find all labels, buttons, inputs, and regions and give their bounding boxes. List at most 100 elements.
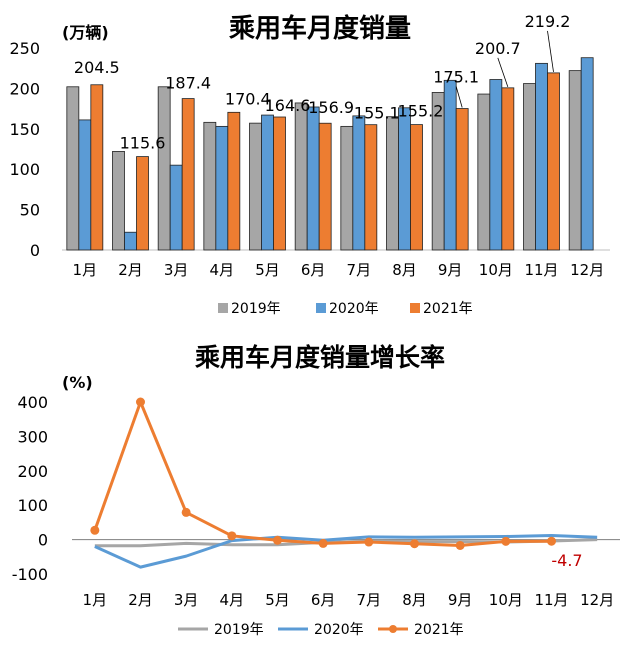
legend-swatch — [410, 303, 420, 313]
bar — [215, 125, 229, 251]
bar — [157, 86, 171, 251]
line-chart-title: 乘用车月度销量增长率 — [194, 343, 445, 372]
data-point — [547, 536, 556, 546]
data-label: 155.2 — [398, 102, 444, 121]
bar — [568, 70, 582, 251]
y-tick-label: 150 — [9, 120, 40, 139]
data-point — [455, 540, 465, 550]
x-tick-label: 3月 — [174, 591, 199, 609]
y-tick-label: 200 — [17, 462, 48, 481]
bar — [443, 79, 457, 251]
data-point — [501, 536, 511, 546]
x-tick-label: 10月 — [489, 591, 523, 609]
series-line — [94, 533, 598, 569]
bar — [535, 62, 548, 251]
data-label: 170.4 — [225, 89, 271, 108]
y-tick-label: 400 — [17, 393, 48, 412]
x-tick-label: 2月 — [128, 591, 153, 609]
bar — [364, 124, 378, 251]
bar — [261, 114, 274, 251]
x-tick-label: 4月 — [210, 261, 235, 279]
leader-line — [497, 57, 509, 87]
data-point — [227, 531, 237, 541]
bar-chart-title: 乘用车月度销量 — [228, 14, 411, 44]
bar — [547, 72, 560, 251]
legend-marker — [389, 625, 397, 633]
bar — [410, 124, 423, 251]
x-tick-label: 12月 — [580, 591, 614, 609]
y-tick-label: 0 — [38, 531, 48, 550]
x-tick-label: 8月 — [392, 261, 417, 279]
data-point — [136, 397, 145, 407]
x-tick-label: 9月 — [448, 591, 473, 609]
bar — [169, 164, 183, 251]
legend-label: 2019年 — [231, 301, 281, 317]
bar — [203, 121, 217, 251]
x-tick-label: 8月 — [402, 591, 427, 609]
bar — [66, 86, 80, 251]
bar — [227, 111, 241, 251]
bar — [273, 116, 286, 251]
bar — [249, 122, 262, 251]
x-tick-label: 6月 — [301, 261, 326, 279]
bar — [90, 84, 104, 251]
series-line — [94, 538, 598, 548]
y-tick-label: 250 — [9, 39, 40, 58]
data-label: 187.4 — [165, 74, 211, 93]
data-label: 219.2 — [525, 12, 571, 31]
x-tick-label: 6月 — [311, 591, 336, 609]
bar — [477, 93, 491, 251]
x-tick-label: 1月 — [73, 261, 98, 279]
series-line — [93, 400, 552, 547]
y-tick-label: -100 — [12, 565, 48, 584]
y-tick-label: 100 — [9, 160, 40, 179]
x-tick-label: 7月 — [357, 591, 382, 609]
bar — [580, 57, 594, 251]
x-tick-label: 4月 — [220, 591, 245, 609]
x-tick-label: 11月 — [534, 591, 568, 609]
bar — [455, 108, 469, 251]
data-label: 156.9 — [308, 98, 354, 117]
data-point — [181, 507, 191, 517]
x-tick-label: 11月 — [524, 261, 558, 279]
legend-label: 2019年 — [214, 622, 264, 638]
y-tick-label: 100 — [17, 496, 48, 515]
y-tick-label: 300 — [17, 427, 48, 446]
legend-label: 2020年 — [329, 301, 379, 317]
legend-label: 2020年 — [314, 622, 364, 638]
data-label: 204.5 — [74, 58, 120, 77]
bar — [306, 106, 320, 251]
bar — [78, 119, 92, 251]
legend-label: 2021年 — [414, 622, 464, 638]
data-label: 200.7 — [475, 39, 521, 58]
bar — [386, 116, 399, 251]
y-tick-label: 200 — [9, 79, 40, 98]
data-label: 155.1 — [354, 104, 400, 123]
x-tick-label: 7月 — [347, 261, 372, 279]
bar — [523, 83, 536, 251]
y-tick-label: 50 — [20, 201, 40, 220]
bar — [136, 156, 149, 251]
x-tick-label: 1月 — [83, 591, 108, 609]
bar — [181, 98, 195, 251]
x-tick-label: 12月 — [570, 261, 604, 279]
data-label: 175.1 — [433, 68, 479, 87]
x-tick-label: 10月 — [479, 261, 513, 279]
bar — [489, 79, 503, 251]
bar — [352, 115, 366, 251]
leader-line — [455, 86, 463, 108]
data-label: 164.6 — [265, 96, 311, 115]
bar — [124, 231, 137, 251]
y-axis-unit-label: (%) — [62, 373, 93, 392]
legend-swatch — [316, 303, 326, 313]
x-tick-label: 3月 — [164, 261, 189, 279]
annotation-label: -4.7 — [551, 551, 582, 570]
bar-chart: (万辆) 0 50 100 150 200 250 1月 2月 3月 4月 5月 6月 7月 8月 9月 10月… — [9, 12, 610, 317]
data-label: 115.6 — [120, 134, 166, 153]
x-tick-label: 9月 — [438, 261, 463, 279]
y-tick-label: 0 — [30, 241, 40, 260]
bar — [294, 102, 308, 251]
data-point — [318, 538, 328, 548]
data-point — [90, 525, 100, 535]
bar — [501, 87, 515, 251]
